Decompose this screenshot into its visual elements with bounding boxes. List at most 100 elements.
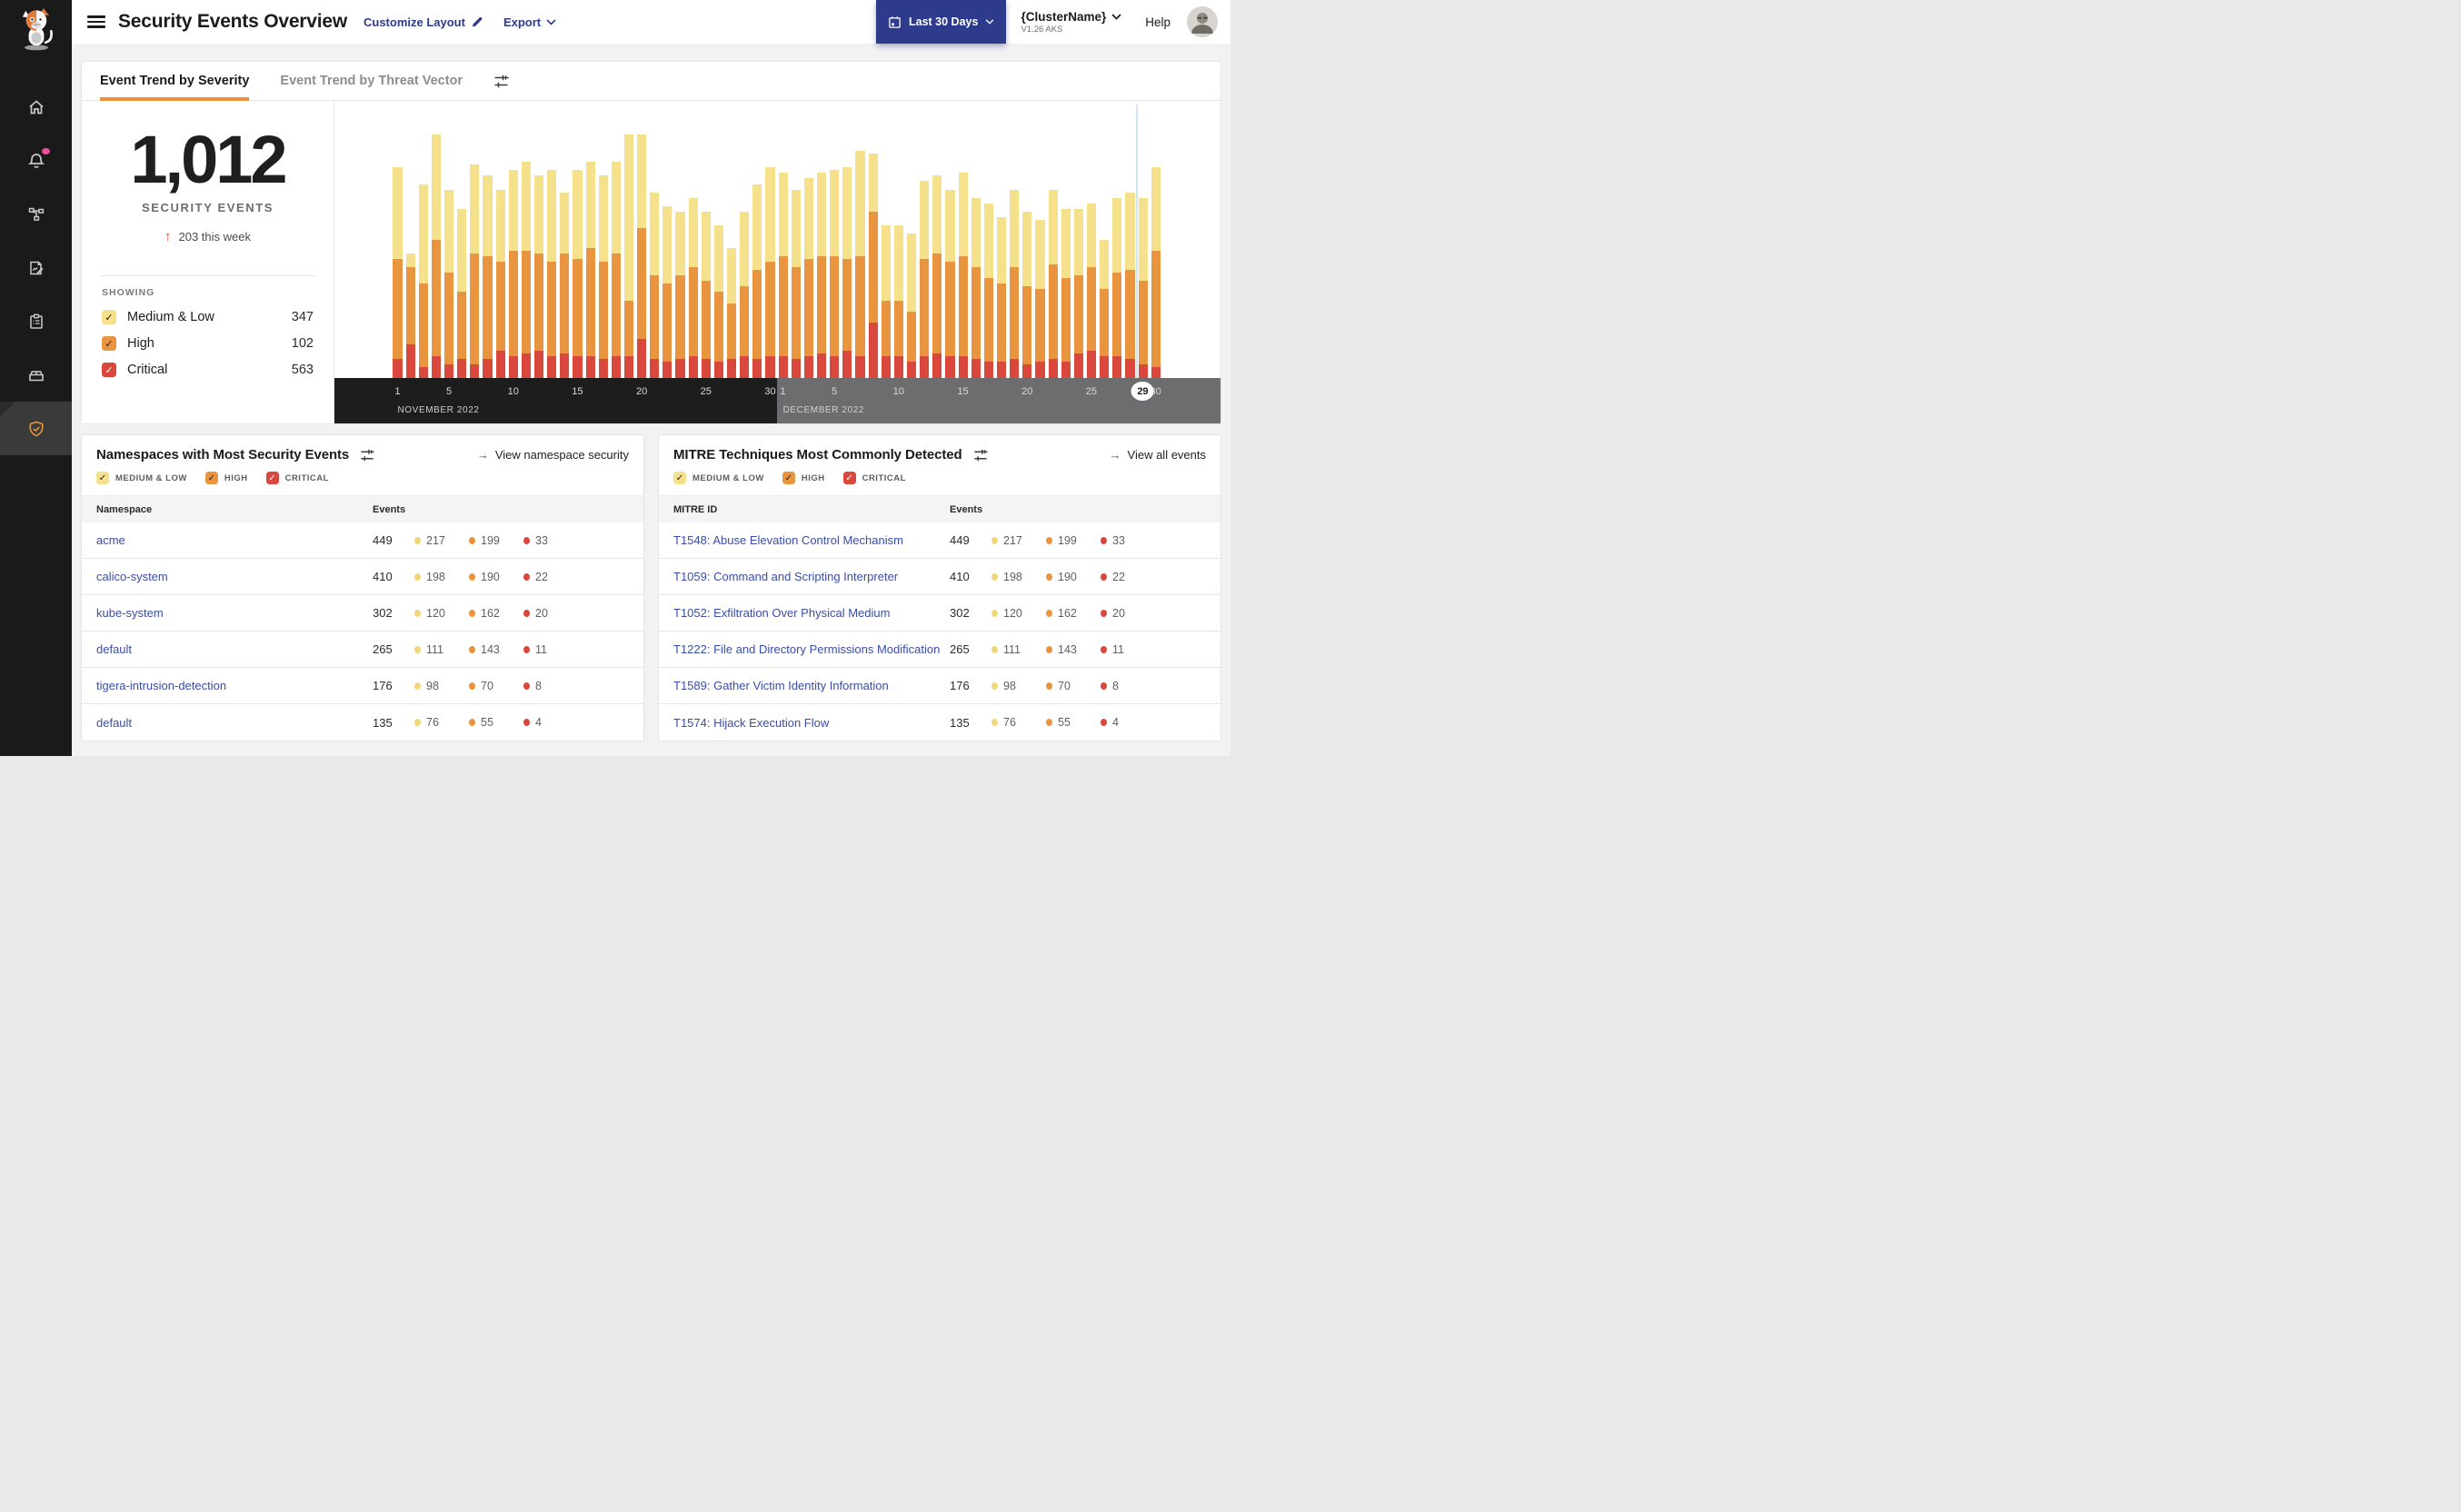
medium_low-checkbox[interactable]: ✓ bbox=[102, 310, 116, 324]
chart-bar[interactable] bbox=[1151, 101, 1161, 378]
chart-bar[interactable] bbox=[1048, 101, 1058, 378]
chart-bar[interactable] bbox=[778, 101, 788, 378]
namespace-link[interactable]: kube-system bbox=[96, 606, 164, 620]
cat-logo[interactable] bbox=[12, 4, 61, 56]
hamburger-menu-button[interactable] bbox=[87, 15, 105, 28]
chart-bar[interactable] bbox=[842, 101, 852, 378]
chart-bar[interactable] bbox=[1086, 101, 1097, 378]
critical-legend-checkbox[interactable]: ✓ CRITICAL bbox=[842, 472, 906, 484]
cluster-selector[interactable]: {ClusterName} V1.26 AKS bbox=[1021, 10, 1121, 35]
chart-bar[interactable] bbox=[1125, 101, 1135, 378]
chart-bar[interactable] bbox=[971, 101, 981, 378]
chart-bar[interactable] bbox=[598, 101, 608, 378]
sidebar-item-policies[interactable] bbox=[0, 241, 72, 294]
chart-bar[interactable] bbox=[1073, 101, 1083, 378]
sidebar-item-service-graph[interactable] bbox=[0, 187, 72, 241]
chart-bar[interactable] bbox=[713, 101, 724, 378]
mitre-id-link[interactable]: T1548: Abuse Elevation Control Mechanism bbox=[673, 533, 903, 547]
chart-bar[interactable] bbox=[405, 101, 415, 378]
sidebar-item-alerts[interactable] bbox=[0, 134, 72, 187]
chart-bar[interactable] bbox=[623, 101, 634, 378]
chart-bar[interactable] bbox=[907, 101, 917, 378]
chart-bar[interactable] bbox=[495, 101, 505, 378]
tab-event-trend-by-threat-vector[interactable]: Event Trend by Threat Vector bbox=[280, 74, 463, 88]
chart-bar[interactable] bbox=[688, 101, 698, 378]
chart-bar[interactable] bbox=[855, 101, 865, 378]
chart-bar[interactable] bbox=[521, 101, 531, 378]
chart-bar[interactable] bbox=[945, 101, 955, 378]
chart-bar[interactable] bbox=[765, 101, 775, 378]
chart-bar[interactable] bbox=[637, 101, 647, 378]
chart-bar[interactable] bbox=[791, 101, 801, 378]
chart-bar[interactable] bbox=[1100, 101, 1110, 378]
chart-bar[interactable] bbox=[675, 101, 685, 378]
chart-bar[interactable] bbox=[508, 101, 518, 378]
mitre-id-link[interactable]: T1052: Exfiltration Over Physical Medium bbox=[673, 606, 891, 620]
critical-checkbox[interactable]: ✓ bbox=[102, 363, 116, 377]
chart-bar[interactable] bbox=[881, 101, 891, 378]
chart-bar[interactable] bbox=[431, 101, 441, 378]
chart-bar[interactable] bbox=[830, 101, 840, 378]
chart-bar[interactable] bbox=[997, 101, 1007, 378]
mitre-id-link[interactable]: T1589: Gather Victim Identity Informatio… bbox=[673, 679, 889, 692]
view-namespace-security-link[interactable]: → View namespace security bbox=[476, 448, 629, 462]
chart-bar[interactable] bbox=[1035, 101, 1045, 378]
chart-bar[interactable] bbox=[585, 101, 595, 378]
help-link[interactable]: Help bbox=[1145, 15, 1171, 29]
high-legend-checkbox[interactable]: ✓ HIGH bbox=[204, 472, 248, 484]
chart-bar[interactable] bbox=[932, 101, 942, 378]
chart-bar[interactable] bbox=[752, 101, 762, 378]
namespace-link[interactable]: acme bbox=[96, 533, 125, 547]
chart-bar[interactable] bbox=[611, 101, 621, 378]
namespace-link[interactable]: default bbox=[96, 642, 133, 656]
chart-bar[interactable] bbox=[573, 101, 583, 378]
sidebar-item-home[interactable] bbox=[0, 80, 72, 134]
chart-bar[interactable] bbox=[1061, 101, 1071, 378]
chart-bar[interactable] bbox=[1010, 101, 1020, 378]
chart-bar[interactable] bbox=[443, 101, 454, 378]
chart-bar[interactable] bbox=[983, 101, 993, 378]
chart-bar[interactable] bbox=[803, 101, 814, 378]
chart-bar[interactable] bbox=[547, 101, 557, 378]
chart-bar[interactable] bbox=[483, 101, 493, 378]
trend-settings-icon[interactable] bbox=[493, 74, 509, 89]
chart-bar[interactable] bbox=[740, 101, 750, 378]
sidebar-item-workloads[interactable] bbox=[0, 348, 72, 402]
chart-bar[interactable] bbox=[868, 101, 878, 378]
namespace-link[interactable]: default bbox=[96, 715, 133, 730]
high-checkbox[interactable]: ✓ bbox=[102, 336, 116, 351]
mitre-id-link[interactable]: T1222: File and Directory Permissions Mo… bbox=[673, 642, 941, 656]
critical-legend-checkbox[interactable]: ✓ CRITICAL bbox=[265, 472, 329, 484]
chart-bar[interactable] bbox=[470, 101, 480, 378]
sidebar-item-compliance[interactable] bbox=[0, 294, 72, 348]
user-avatar[interactable] bbox=[1187, 6, 1218, 37]
mitre-id-link[interactable]: T1574: Hijack Execution Flow bbox=[673, 715, 830, 730]
chart-bar[interactable] bbox=[663, 101, 673, 378]
chart-bar[interactable] bbox=[958, 101, 968, 378]
view-all-events-link[interactable]: → View all events bbox=[1109, 448, 1206, 462]
sidebar-item-threat-defense[interactable] bbox=[0, 402, 72, 455]
medium_low-legend-checkbox[interactable]: ✓ MEDIUM & LOW bbox=[96, 472, 187, 484]
export-button[interactable]: Export bbox=[503, 15, 556, 29]
chart-bar[interactable] bbox=[560, 101, 570, 378]
date-range-button[interactable]: Last 30 Days bbox=[876, 0, 1007, 44]
medium_low-legend-checkbox[interactable]: ✓ MEDIUM & LOW bbox=[673, 472, 764, 484]
chart-bar[interactable] bbox=[1112, 101, 1122, 378]
chart-bar[interactable] bbox=[533, 101, 544, 378]
chart-bar[interactable] bbox=[1022, 101, 1032, 378]
chart-bar[interactable] bbox=[418, 101, 428, 378]
chart-bar[interactable] bbox=[650, 101, 660, 378]
mitre-settings-icon[interactable] bbox=[973, 448, 988, 463]
namespace-link[interactable]: tigera-intrusion-detection bbox=[96, 679, 227, 692]
chart-bar[interactable] bbox=[393, 101, 403, 378]
chart-bar[interactable] bbox=[701, 101, 711, 378]
chart-bar[interactable] bbox=[893, 101, 904, 378]
chart-bar[interactable] bbox=[817, 101, 827, 378]
high-legend-checkbox[interactable]: ✓ HIGH bbox=[782, 472, 825, 484]
chart-bar[interactable] bbox=[920, 101, 930, 378]
namespace-link[interactable]: calico-system bbox=[96, 570, 168, 583]
chart-bar[interactable] bbox=[727, 101, 737, 378]
namespaces-settings-icon[interactable] bbox=[360, 448, 374, 463]
chart-bar[interactable] bbox=[457, 101, 467, 378]
mitre-id-link[interactable]: T1059: Command and Scripting Interpreter bbox=[673, 570, 899, 583]
